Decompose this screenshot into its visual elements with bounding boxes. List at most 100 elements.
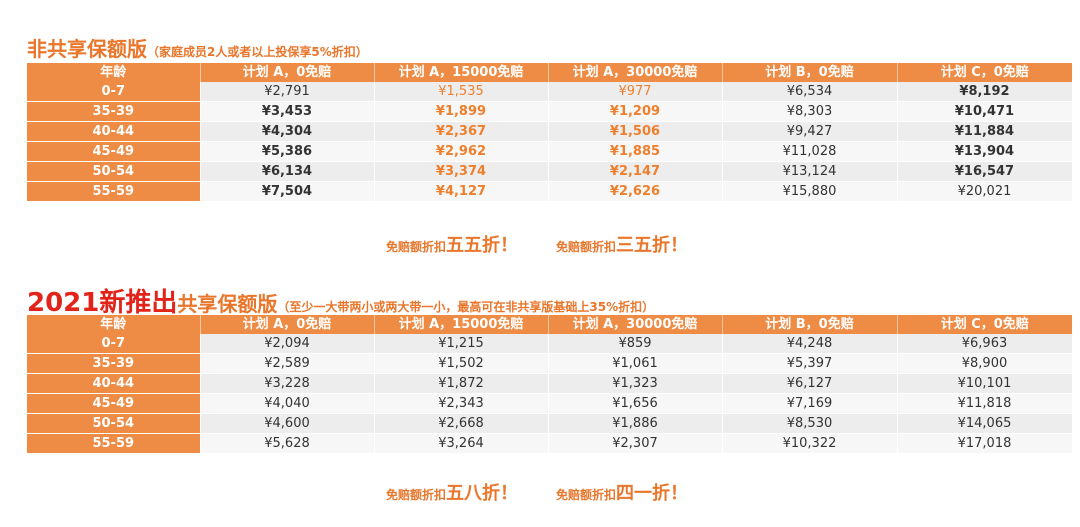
section1-discount-note: 免赔额折扣五五折！ 免赔额折扣三五折！ (386, 231, 688, 257)
price-cell: ¥4,248 (722, 334, 898, 354)
price-cell: ¥13,124 (722, 161, 898, 182)
price-cell: ¥8,303 (722, 101, 898, 122)
price-cell: ¥3,228 (200, 373, 375, 394)
age-cell: 35-39 (27, 353, 201, 374)
header-plan-c-0: 计划 C，0免赔 (897, 315, 1072, 334)
header-plan-b-0: 计划 B，0免赔 (722, 315, 898, 334)
price-cell: ¥2,589 (200, 353, 375, 374)
section1-title-main: 非共享保额版 (27, 37, 147, 61)
price-cell: ¥4,600 (200, 413, 375, 434)
table-row: 40-44 ¥3,228 ¥1,872 ¥1,323 ¥6,127 ¥10,10… (27, 373, 1073, 394)
discount-prefix: 免赔额折扣 (556, 240, 617, 254)
price-cell: ¥5,397 (722, 353, 898, 374)
section2-title-new: 2021新推出 (27, 288, 178, 318)
price-cell: ¥2,094 (200, 334, 375, 354)
table-header-row: 年龄 计划 A，0免赔 计划 A，15000免赔 计划 A，30000免赔 计划… (27, 315, 1072, 334)
table-row: 35-39 ¥3,453 ¥1,899 ¥1,209 ¥8,303 ¥10,47… (27, 101, 1073, 122)
price-cell: ¥1,502 (374, 353, 549, 374)
discount-prefix: 免赔额折扣 (386, 240, 447, 254)
discount-value: 五八折！ (446, 483, 519, 504)
price-cell: ¥13,904 (897, 141, 1073, 162)
price-cell: ¥11,028 (722, 141, 898, 162)
price-cell: ¥2,147 (548, 161, 723, 182)
age-cell: 50-54 (27, 161, 201, 182)
table-row: 55-59 ¥7,504 ¥4,127 ¥2,626 ¥15,880 ¥20,0… (27, 181, 1073, 202)
price-cell: ¥2,962 (374, 141, 549, 162)
age-cell: 55-59 (27, 433, 201, 454)
price-cell: ¥8,530 (722, 413, 898, 434)
price-cell: ¥1,323 (548, 373, 723, 394)
price-cell: ¥2,367 (374, 121, 549, 142)
price-cell: ¥2,343 (374, 393, 549, 414)
header-plan-a-0: 计划 A，0免赔 (200, 315, 375, 334)
price-cell: ¥16,547 (897, 161, 1073, 182)
price-cell: ¥14,065 (897, 413, 1073, 434)
price-cell: ¥15,880 (722, 181, 898, 202)
discount-value: 四一折！ (616, 483, 689, 504)
age-cell: 40-44 (27, 373, 201, 394)
discount-prefix: 免赔额折扣 (556, 488, 617, 502)
age-cell: 0-7 (27, 82, 201, 102)
price-cell: ¥10,322 (722, 433, 898, 454)
price-cell: ¥1,872 (374, 373, 549, 394)
age-cell: 50-54 (27, 413, 201, 434)
price-cell: ¥1,209 (548, 101, 723, 122)
price-cell: ¥4,040 (200, 393, 375, 414)
age-cell: 45-49 (27, 141, 201, 162)
header-plan-a-15000: 计划 A，15000免赔 (374, 63, 549, 82)
age-cell: 55-59 (27, 181, 201, 202)
table-row: 45-49 ¥4,040 ¥2,343 ¥1,656 ¥7,169 ¥11,81… (27, 393, 1073, 414)
section1-price-table: 年龄 计划 A，0免赔 计划 A，15000免赔 计划 A，30000免赔 计划… (27, 63, 1073, 202)
price-cell: ¥1,886 (548, 413, 723, 434)
price-cell: ¥9,427 (722, 121, 898, 142)
price-cell: ¥2,307 (548, 433, 723, 454)
header-plan-a-0: 计划 A，0免赔 (200, 63, 375, 82)
discount-value: 五五折！ (446, 235, 519, 256)
header-age: 年龄 (27, 315, 201, 334)
price-cell: ¥2,626 (548, 181, 723, 202)
price-cell: ¥10,471 (897, 101, 1073, 122)
price-cell: ¥10,101 (897, 373, 1073, 394)
table-row: 0-7 ¥2,791 ¥1,535 ¥977 ¥6,534 ¥8,192 (27, 82, 1073, 102)
discount-value: 三五折！ (616, 235, 689, 256)
header-plan-a-30000: 计划 A，30000免赔 (548, 315, 723, 334)
age-cell: 35-39 (27, 101, 201, 122)
table-row: 35-39 ¥2,589 ¥1,502 ¥1,061 ¥5,397 ¥8,900 (27, 353, 1073, 374)
price-cell: ¥5,386 (200, 141, 375, 162)
price-cell: ¥859 (548, 334, 723, 354)
section2-discount-note: 免赔额折扣五八折！ 免赔额折扣四一折！ (386, 479, 688, 505)
price-cell: ¥20,021 (897, 181, 1073, 202)
header-age: 年龄 (27, 63, 201, 82)
header-plan-a-30000: 计划 A，30000免赔 (548, 63, 723, 82)
price-cell: ¥7,504 (200, 181, 375, 202)
table-row: 50-54 ¥4,600 ¥2,668 ¥1,886 ¥8,530 ¥14,06… (27, 413, 1073, 434)
price-cell: ¥1,656 (548, 393, 723, 414)
table-row: 0-7 ¥2,094 ¥1,215 ¥859 ¥4,248 ¥6,963 (27, 334, 1073, 354)
price-cell: ¥7,169 (722, 393, 898, 414)
price-cell: ¥977 (548, 82, 723, 102)
price-cell: ¥6,134 (200, 161, 375, 182)
table-row: 55-59 ¥5,628 ¥3,264 ¥2,307 ¥10,322 ¥17,0… (27, 433, 1073, 454)
price-cell: ¥3,374 (374, 161, 549, 182)
price-cell: ¥1,215 (374, 334, 549, 354)
table-row: 45-49 ¥5,386 ¥2,962 ¥1,885 ¥11,028 ¥13,9… (27, 141, 1073, 162)
price-cell: ¥1,506 (548, 121, 723, 142)
price-cell: ¥6,963 (897, 334, 1073, 354)
price-cell: ¥4,127 (374, 181, 549, 202)
table-header-row: 年龄 计划 A，0免赔 计划 A，15000免赔 计划 A，30000免赔 计划… (27, 63, 1072, 82)
price-cell: ¥8,192 (897, 82, 1073, 102)
header-plan-c-0: 计划 C，0免赔 (897, 63, 1072, 82)
price-cell: ¥3,264 (374, 433, 549, 454)
price-cell: ¥4,304 (200, 121, 375, 142)
price-cell: ¥2,668 (374, 413, 549, 434)
header-plan-a-15000: 计划 A，15000免赔 (374, 315, 549, 334)
header-plan-b-0: 计划 B，0免赔 (722, 63, 898, 82)
section1-title: 非共享保额版（家庭成员2人或者以上投保享5%折扣） (27, 33, 368, 62)
age-cell: 45-49 (27, 393, 201, 414)
discount-prefix: 免赔额折扣 (386, 488, 447, 502)
section2-title: 2021新推出共享保额版（至少一大带两小或两大带一小，最高可在非共享版基础上35… (27, 282, 654, 319)
price-cell: ¥1,061 (548, 353, 723, 374)
price-cell: ¥17,018 (897, 433, 1073, 454)
table-row: 40-44 ¥4,304 ¥2,367 ¥1,506 ¥9,427 ¥11,88… (27, 121, 1073, 142)
price-cell: ¥1,885 (548, 141, 723, 162)
